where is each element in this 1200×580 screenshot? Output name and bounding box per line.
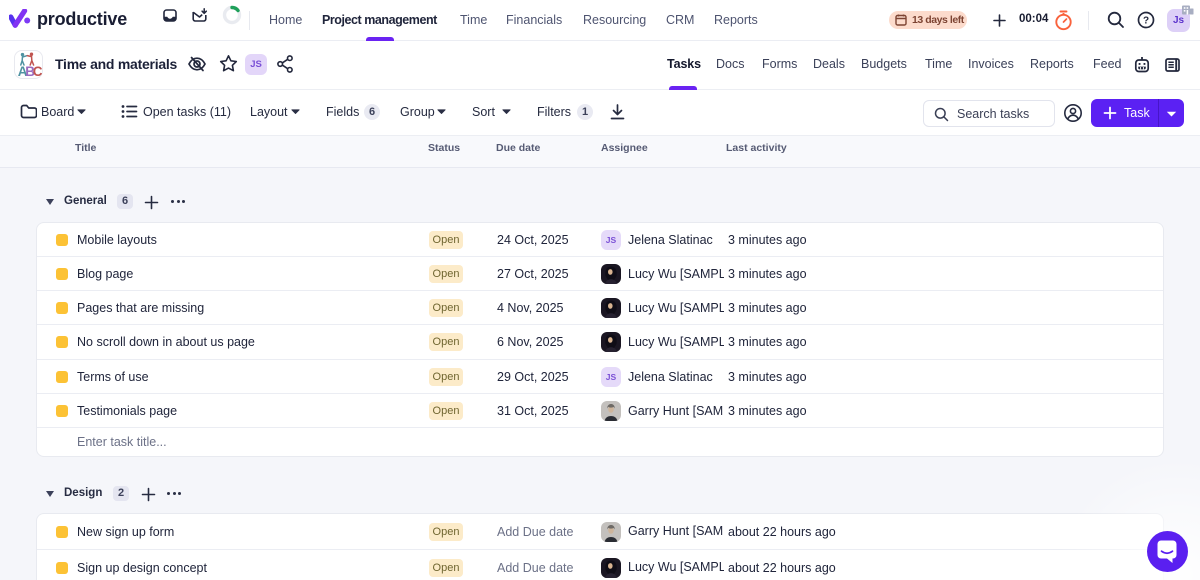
svg-text:A: A [18, 64, 28, 78]
svg-text:B: B [25, 64, 35, 78]
svg-text:C: C [33, 64, 42, 78]
svg-text:?: ? [1143, 16, 1149, 27]
